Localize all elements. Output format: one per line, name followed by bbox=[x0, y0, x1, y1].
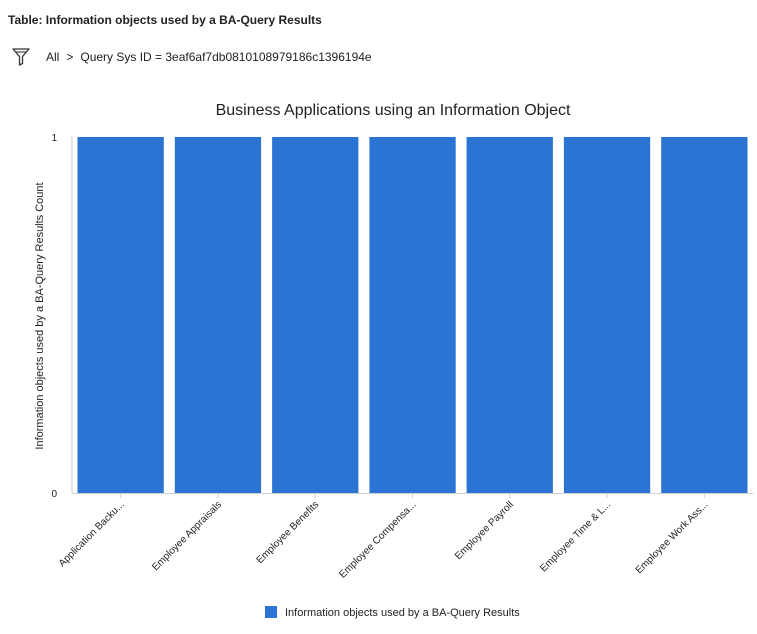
y-axis-label: Information objects used by a BA-Query R… bbox=[34, 182, 46, 449]
x-tick-label: Employee Benefits bbox=[255, 499, 322, 566]
breadcrumb: All > Query Sys ID = 3eaf6af7db081010897… bbox=[10, 46, 372, 68]
x-tick-label: Employee Appraisals bbox=[150, 499, 224, 573]
x-tick-label: Employee Payroll bbox=[453, 499, 516, 562]
legend-label[interactable]: Information objects used by a BA-Query R… bbox=[285, 607, 520, 619]
filter-icon[interactable] bbox=[10, 46, 32, 68]
table-title: Table: Information objects used by a BA-… bbox=[8, 13, 322, 27]
bar-0[interactable] bbox=[77, 137, 164, 493]
bars-layer bbox=[77, 137, 748, 493]
x-tick-label: Employee Work Ass... bbox=[634, 499, 711, 576]
y-tick-label: 0 bbox=[51, 489, 57, 500]
bar-5[interactable] bbox=[563, 137, 651, 493]
y-tick-label: 1 bbox=[51, 133, 57, 144]
breadcrumb-separator: > bbox=[66, 50, 74, 64]
x-tick-label: Application Backu... bbox=[57, 499, 127, 569]
bar-3[interactable] bbox=[369, 137, 456, 493]
bar-1[interactable] bbox=[174, 137, 262, 493]
bar-chart: Business Applications using an Informati… bbox=[34, 102, 753, 619]
breadcrumb-condition[interactable]: Query Sys ID = 3eaf6af7db0810108979186c1… bbox=[80, 50, 372, 64]
legend[interactable]: Information objects used by a BA-Query R… bbox=[265, 606, 520, 619]
bar-2[interactable] bbox=[272, 137, 359, 493]
bar-4[interactable] bbox=[466, 137, 553, 493]
x-tick-label: Employee Time & L... bbox=[538, 499, 613, 574]
breadcrumb-all-link[interactable]: All bbox=[46, 50, 60, 64]
bar-6[interactable] bbox=[661, 137, 748, 493]
x-tick-label: Employee Compensa... bbox=[337, 499, 418, 580]
chart-container: Business Applications using an Informati… bbox=[0, 90, 757, 629]
legend-swatch[interactable] bbox=[265, 606, 277, 618]
chart-title: Business Applications using an Informati… bbox=[216, 102, 571, 119]
